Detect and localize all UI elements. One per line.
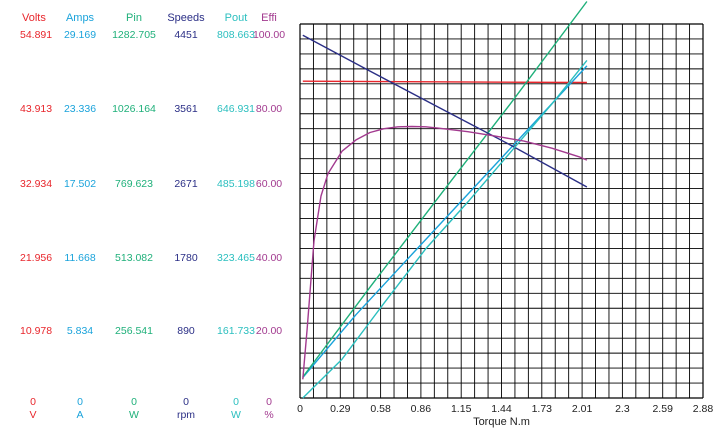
x-tick-label: 1.44 (491, 403, 512, 415)
axis-tick-pout: 808.663 (217, 29, 255, 41)
axis-zero-volts: 0 (30, 396, 36, 408)
series-line-pin (302, 1, 588, 378)
axis-tick-speeds: 2671 (174, 178, 198, 190)
x-tick-label: 1.15 (451, 403, 472, 415)
axis-tick-speeds: 3561 (174, 103, 198, 115)
series-line-amps (302, 65, 588, 378)
series-line-effi (302, 125, 588, 380)
axis-unit-pout: W (231, 409, 241, 421)
axis-header-speeds: Speeds (167, 12, 205, 24)
axis-tick-pin: 1026.164 (112, 103, 156, 115)
axis-zero-amps: 0 (77, 396, 83, 408)
x-tick-label: 2.3 (615, 403, 630, 415)
axis-tick-volts: 54.891 (20, 29, 52, 41)
series-line-pout (302, 59, 588, 399)
x-tick-label: 0.86 (411, 403, 432, 415)
x-tick-label: 0.29 (330, 403, 351, 415)
axis-tick-volts: 32.934 (20, 178, 52, 190)
axis-unit-volts: V (29, 409, 36, 421)
x-tick-label: 1.73 (532, 403, 553, 415)
axis-tick-pin: 769.623 (115, 178, 153, 190)
x-tick-label: 2.01 (572, 403, 593, 415)
axis-tick-speeds: 4451 (174, 29, 198, 41)
series-line-volts (302, 80, 587, 84)
series-line-speeds (302, 34, 588, 188)
x-tick-label: 0 (297, 403, 303, 415)
axis-zero-pout: 0 (233, 396, 239, 408)
axis-tick-amps: 23.336 (64, 103, 96, 115)
axis-tick-pout: 646.931 (217, 103, 255, 115)
x-axis-label: Torque N.m (473, 416, 530, 428)
axis-tick-volts: 43.913 (20, 103, 52, 115)
axis-tick-speeds: 890 (177, 325, 195, 337)
x-tick-label: 2.59 (652, 403, 673, 415)
axis-tick-amps: 5.834 (67, 325, 93, 337)
axis-header-pout: Pout (225, 12, 248, 24)
axis-header-amps: Amps (66, 12, 95, 24)
axis-tick-volts: 21.956 (20, 252, 52, 264)
axis-tick-pin: 1282.705 (112, 29, 156, 41)
axis-zero-speeds: 0 (183, 396, 189, 408)
axis-tick-pout: 161.733 (217, 325, 255, 337)
axis-tick-effi: 100.00 (253, 29, 285, 41)
axis-tick-volts: 10.978 (20, 325, 52, 337)
axis-unit-effi: % (264, 409, 273, 421)
axis-tick-speeds: 1780 (174, 252, 198, 264)
axis-tick-amps: 11.668 (64, 252, 95, 264)
axis-zero-effi: 0 (266, 396, 272, 408)
axis-tick-pin: 513.082 (115, 252, 153, 264)
axis-tick-effi: 20.00 (256, 325, 282, 337)
axis-header-pin: Pin (126, 12, 142, 24)
axis-tick-effi: 40.00 (256, 252, 282, 264)
axis-unit-amps: A (76, 409, 83, 421)
axis-tick-pin: 256.541 (115, 325, 153, 337)
axis-tick-effi: 80.00 (256, 103, 282, 115)
axis-tick-amps: 29.169 (64, 29, 96, 41)
axis-header-effi: Effi (261, 12, 277, 24)
axis-tick-pout: 323.465 (217, 252, 255, 264)
x-tick-label: 2.88 (693, 403, 714, 415)
axis-header-volts: Volts (22, 12, 46, 24)
axis-zero-pin: 0 (131, 396, 137, 408)
axis-unit-speeds: rpm (177, 409, 195, 421)
x-tick-label: 0.58 (370, 403, 391, 415)
axis-tick-amps: 17.502 (64, 178, 96, 190)
axis-unit-pin: W (129, 409, 139, 421)
axis-tick-effi: 60.00 (256, 178, 282, 190)
axis-tick-pout: 485.198 (217, 178, 255, 190)
